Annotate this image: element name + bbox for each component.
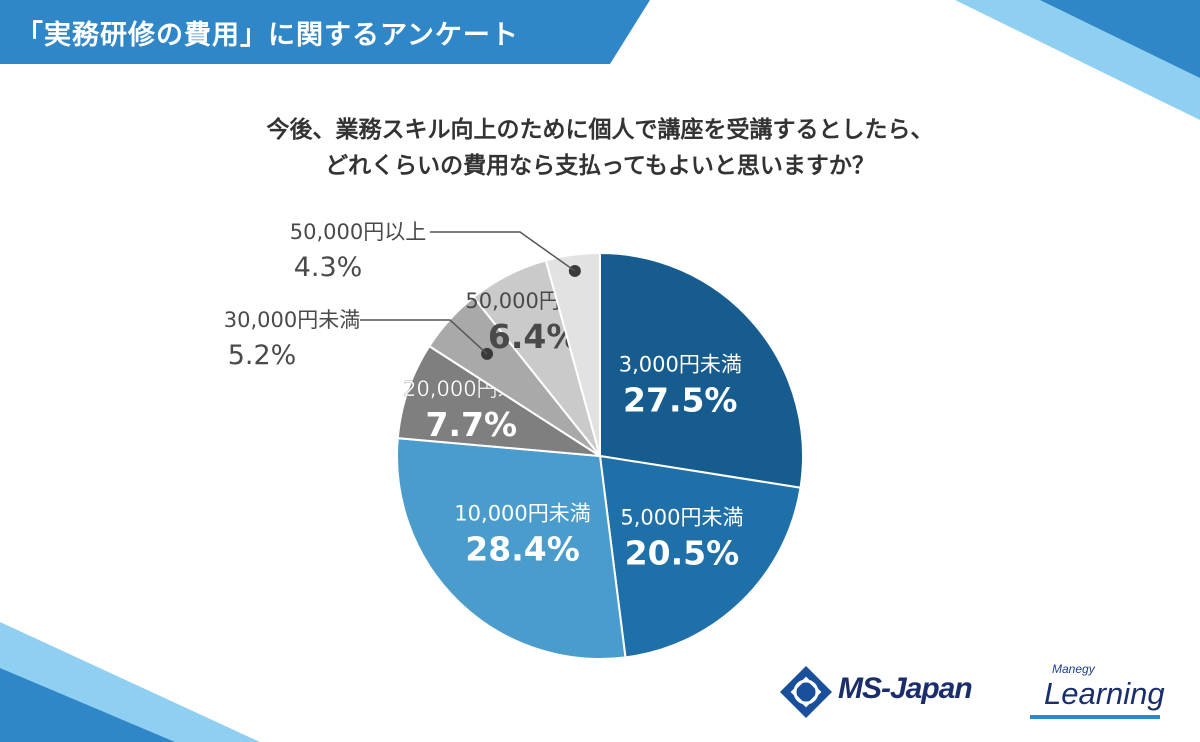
manegy-learning-logo: Manegy Learning <box>1022 662 1172 722</box>
pie-slice <box>396 437 627 660</box>
pie-slice <box>544 251 601 457</box>
question-line-2: どれくらいの費用なら支払ってもよいと思いますか？ <box>325 153 875 179</box>
pie-slice <box>599 251 804 489</box>
page-title: 「実務研修の費用」に関するアンケート <box>16 19 519 51</box>
manegy-wordmark: Manegy <box>1052 662 1095 676</box>
learning-wordmark: Learning <box>1044 676 1165 711</box>
slice-category-label: 50,000円以上 <box>290 220 426 244</box>
ms-japan-logo: MS-Japan <box>780 662 1000 722</box>
slice-category-label: 30,000円未満 <box>224 308 360 332</box>
pie-slice <box>396 344 601 457</box>
ms-japan-wordmark: MS-Japan <box>838 672 973 705</box>
slice-value-label: 7.7% <box>426 405 518 444</box>
slice-value-label: 5.2% <box>228 340 297 371</box>
slice-value-label: 4.3% <box>294 252 363 283</box>
pie-slice <box>598 454 802 659</box>
title-band-shape <box>0 0 650 64</box>
survey-question: 今後、業務スキル向上のために個人で講座を受講するとしたら、 どれくらいの費用なら… <box>0 112 1200 184</box>
top-right-stripe-dark <box>1040 0 1200 78</box>
slice-value-label: 27.5% <box>623 380 738 419</box>
bottom-left-stripe-dark <box>0 668 175 742</box>
ms-japan-mark-icon <box>780 666 832 718</box>
leader-line <box>360 319 488 355</box>
slice-value-label: 20.5% <box>625 534 740 573</box>
leader-line <box>430 231 576 272</box>
learning-underline-icon <box>1030 715 1160 719</box>
slice-value-label: 28.4% <box>465 529 580 568</box>
question-line-1: 今後、業務スキル向上のために個人で講座を受講するとしたら、 <box>266 117 934 143</box>
slice-category-label: 3,000円未満 <box>619 352 742 376</box>
slice-category-label: 5,000円未満 <box>620 506 743 530</box>
slice-category-label: 10,000円未満 <box>454 501 590 525</box>
